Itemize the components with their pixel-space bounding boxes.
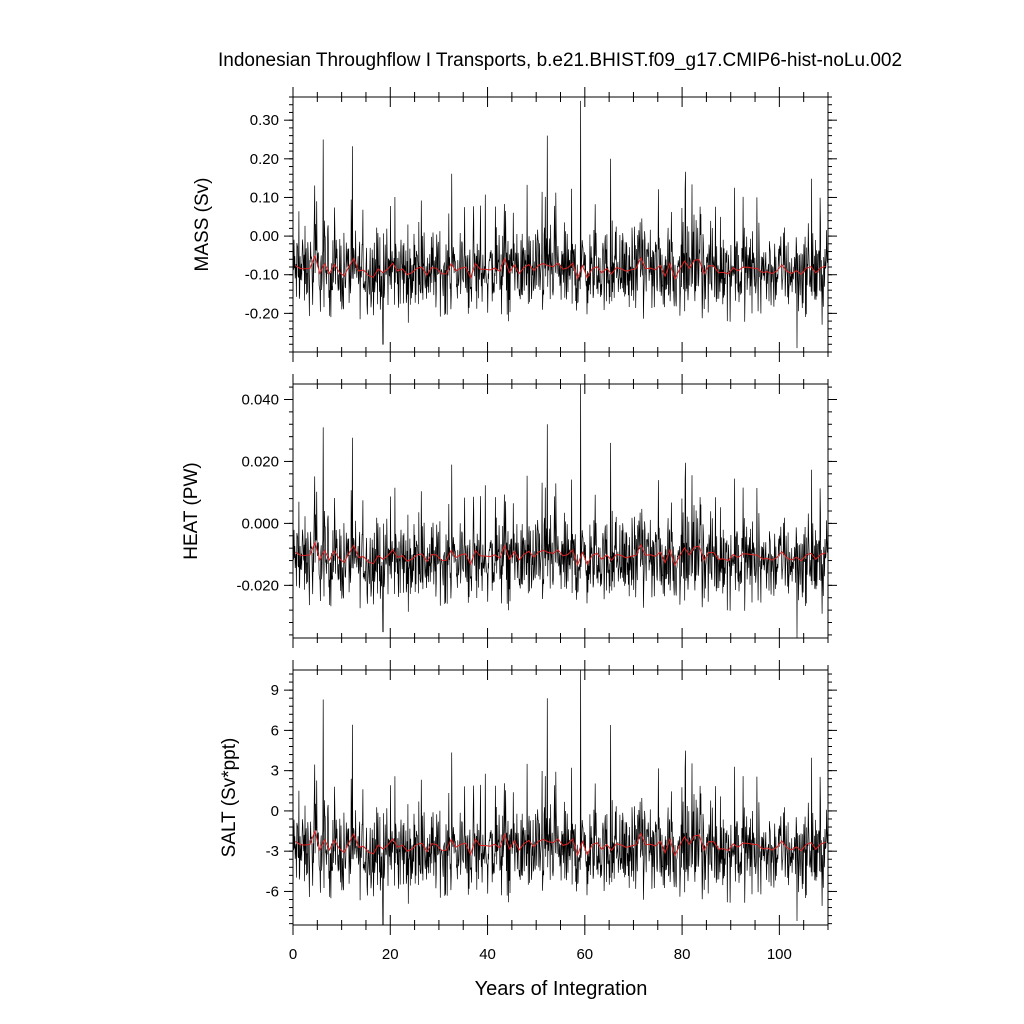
panel-mass: -0.20 -0.10 0.00 0.10 0.20 0.30 MASS (Sv) <box>192 87 837 362</box>
panels: -0.20 -0.10 0.00 0.10 0.20 0.30 MASS (Sv) -0.02… <box>181 87 837 963</box>
y-axis-label-heat: HEAT (PW) <box>181 462 202 559</box>
y-tick-label: 0.30 <box>250 112 279 129</box>
y-tick-label: -0.020 <box>236 577 279 594</box>
series-annual-salt <box>295 829 826 857</box>
y-tick-label: 0.10 <box>250 189 279 206</box>
x-tick-label: 60 <box>576 946 593 963</box>
series-annual-heat <box>295 541 826 567</box>
x-tick-label: 0 <box>289 946 297 963</box>
series-monthly-salt <box>293 670 828 925</box>
y-axis-label-salt: SALT (Sv*ppt) <box>219 738 240 858</box>
series-annual-mass <box>295 254 826 281</box>
panel-heat: -0.020 0.000 0.020 0.040 HEAT (PW) <box>181 374 837 648</box>
y-tick-label: -0.10 <box>245 267 279 284</box>
y-tick-label: 0.00 <box>250 228 279 245</box>
y-tick-label: 0 <box>271 803 279 820</box>
y-axis-label-mass: MASS (Sv) <box>192 178 213 272</box>
series-monthly-mass <box>293 100 828 349</box>
x-tick-label: 40 <box>479 946 496 963</box>
y-tick-label: 6 <box>271 722 279 739</box>
x-tick-label: 80 <box>674 946 691 963</box>
x-axis-label: Years of Integration <box>475 978 648 1000</box>
y-tick-label: 0.000 <box>241 515 279 532</box>
series-monthly-heat <box>293 384 828 638</box>
y-tick-label: 0.20 <box>250 151 279 168</box>
x-tick-label: 100 <box>767 946 792 963</box>
x-tick-label: 20 <box>382 946 399 963</box>
y-tick-label: 9 <box>271 682 279 699</box>
y-tick-label: 3 <box>271 763 279 780</box>
y-tick-label: -6 <box>266 883 279 900</box>
y-tick-label: 0.040 <box>241 391 279 408</box>
chart-title: Indonesian Throughflow I Transports, b.e… <box>218 50 902 71</box>
panel-salt: -6 -3 0 3 6 9 SALT (Sv*ppt) 0 20 40 60 80 100 <box>219 660 837 963</box>
y-tick-label: 0.020 <box>241 453 279 470</box>
y-tick-label: -0.20 <box>245 305 279 322</box>
y-tick-label: -3 <box>266 843 279 860</box>
